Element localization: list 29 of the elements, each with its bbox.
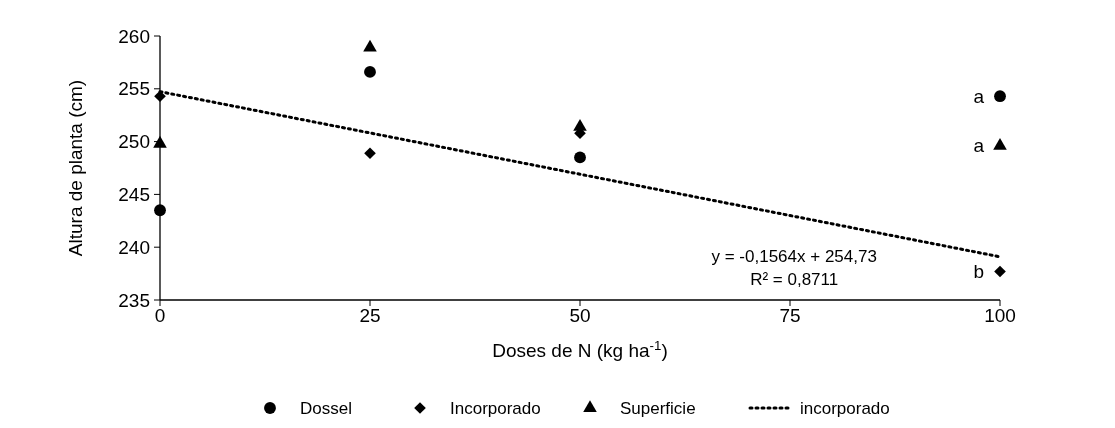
y-tick-label: 235: [118, 289, 150, 311]
point: [364, 147, 376, 160]
y-tick-label: 250: [118, 131, 150, 153]
legend-label: Dossel: [300, 398, 352, 418]
point: [574, 151, 586, 164]
point: [994, 90, 1006, 103]
y-tick-label: 240: [118, 236, 150, 258]
legend-label: Incorporado: [450, 398, 541, 418]
data-label: a: [973, 135, 985, 157]
x-axis-title: Doses de N (kg ha$^{-1}$): [492, 337, 668, 361]
x-tick-label: 25: [359, 305, 381, 326]
point: [364, 66, 376, 78]
data-label: b: [973, 261, 984, 283]
point: [994, 265, 1006, 278]
x-tick-label: 75: [779, 305, 801, 326]
y-tick-label: 260: [118, 25, 150, 47]
annotation: y = -0,1564x + 254,73: [711, 247, 877, 266]
y-tick-label: 255: [118, 78, 150, 100]
x-tick-label: 50: [569, 305, 591, 326]
x-tick-label: 100: [984, 305, 1016, 326]
x-tick-label: 0: [154, 305, 166, 326]
data-label: a: [973, 85, 985, 107]
y-tick-label: 245: [118, 184, 150, 206]
point: [154, 204, 166, 217]
annotation: R² = 0,8711: [750, 270, 839, 289]
legend-label: incorporado: [800, 398, 890, 418]
legend-label: Superficie: [620, 398, 696, 418]
point: [363, 39, 377, 52]
y-axis-title: Altura de planta (cm): [65, 79, 86, 257]
